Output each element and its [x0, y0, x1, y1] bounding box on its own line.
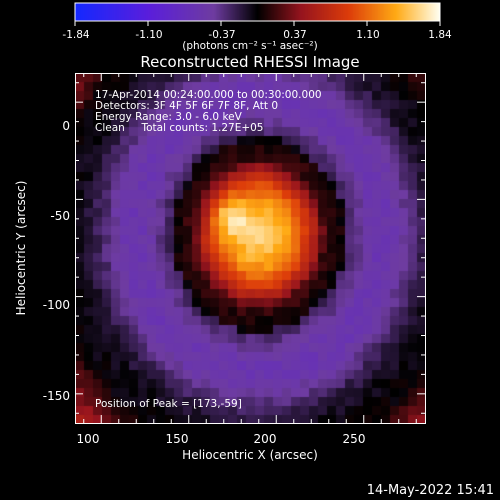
annotation-energy-range: Energy Range: 3.0 - 6.0 keV — [95, 111, 242, 123]
annotation-detectors: Detectors: 3F 4F 5F 6F 7F 8F, Att 0 — [95, 100, 279, 112]
x-tick-label: 250 — [342, 432, 366, 446]
x-tick-label: 100 — [76, 432, 100, 446]
y-tick-label: -150 — [42, 389, 70, 403]
colorbar-unit-label: (photons cm⁻² s⁻¹ asec⁻²) — [182, 40, 318, 52]
colorbar-frame — [74, 2, 441, 26]
chart-title: Reconstructed RHESSI Image — [140, 53, 360, 71]
colorbar — [75, 3, 440, 21]
annotation-total-counts: Clean Total counts: 1.27E+05 — [95, 122, 264, 134]
colorbar-tick: 1.84 — [428, 29, 452, 41]
timestamp: 14-May-2022 15:41 — [366, 483, 494, 498]
y-tick-label: -100 — [42, 298, 70, 312]
annotation-time-range: 17-Apr-2014 00:24:00.000 to 00:30:00.000 — [95, 89, 322, 101]
colorbar-tick: -1.10 — [135, 29, 163, 41]
x-tick-label: 150 — [165, 432, 189, 446]
x-axis-label: Heliocentric X (arcsec) — [182, 448, 318, 462]
colorbar-tick: -0.37 — [208, 29, 236, 41]
heatmap-image — [75, 73, 425, 423]
colorbar-tick: -1.84 — [62, 29, 90, 41]
y-axis-label: Heliocentric Y (arcsec) — [14, 180, 28, 316]
colorbar-tick: 0.37 — [283, 29, 307, 41]
y-tick-label: 0 — [62, 119, 70, 133]
y-tick-label: -50 — [50, 209, 70, 223]
x-tick-label: 200 — [253, 432, 277, 446]
annotation-peak-position: Position of Peak = [173,-59] — [95, 398, 242, 410]
colorbar-tick: 1.10 — [356, 29, 380, 41]
